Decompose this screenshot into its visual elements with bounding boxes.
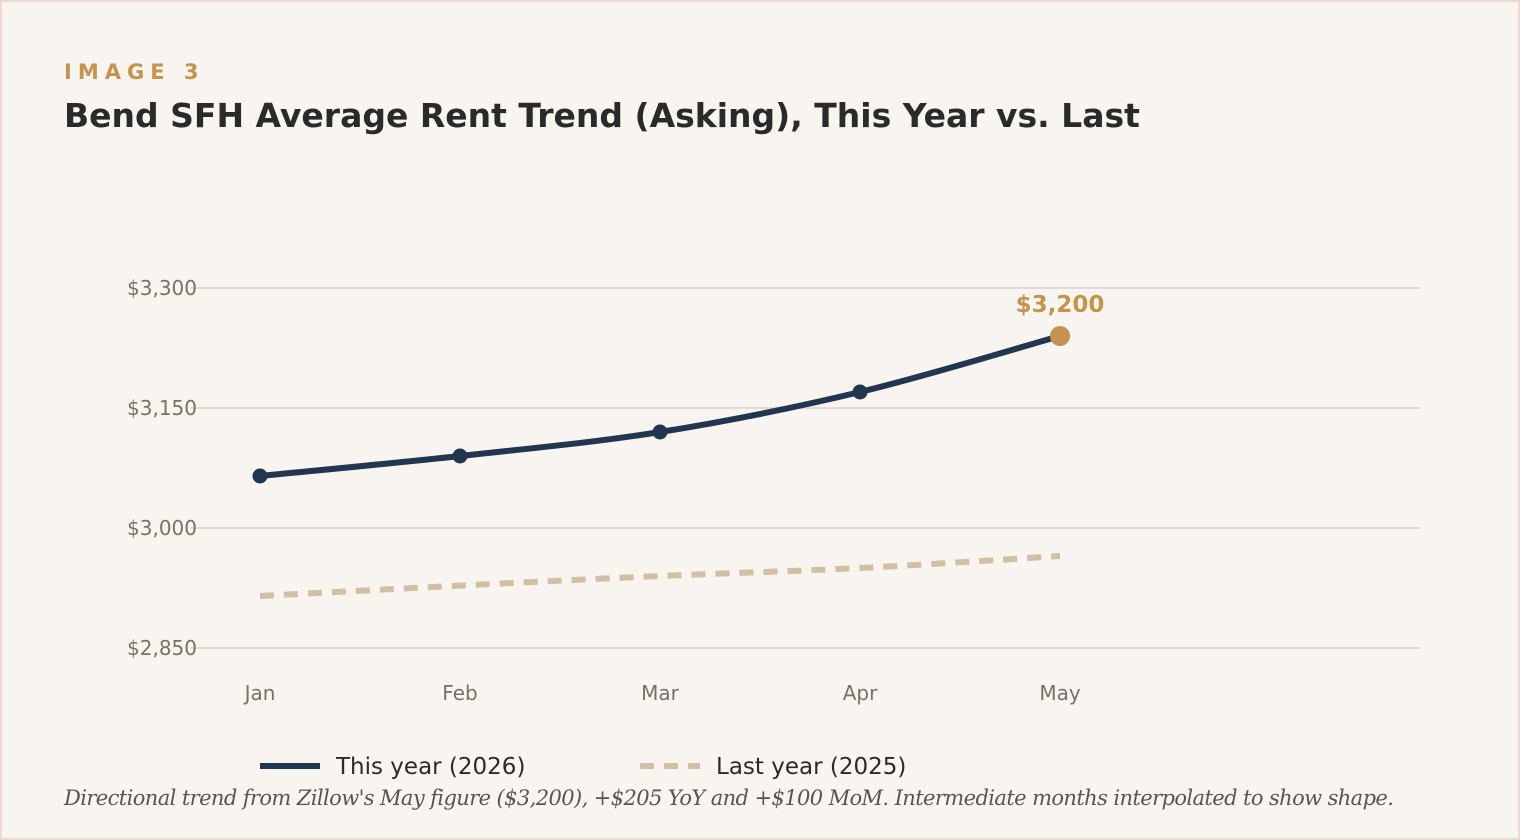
y-tick-label: $2,850 <box>127 636 197 660</box>
x-tick-label: Mar <box>641 681 680 705</box>
data-point <box>252 468 268 484</box>
data-point <box>452 448 468 464</box>
data-point <box>652 424 668 440</box>
y-tick-label: $3,000 <box>127 516 197 540</box>
legend-label-this-year: This year (2026) <box>335 754 525 780</box>
chart-title: Bend SFH Average Rent Trend (Asking), Th… <box>64 96 1140 135</box>
x-tick-label: Jan <box>243 681 276 705</box>
y-tick-label: $3,150 <box>127 396 197 420</box>
value-callout: $3,200 <box>1016 292 1105 318</box>
x-tick-label: May <box>1039 681 1081 705</box>
legend-label-last-year: Last year (2025) <box>716 754 906 780</box>
series-line-this-year <box>257 333 1063 479</box>
series-line-last-year <box>259 553 1061 599</box>
y-tick-label: $3,300 <box>127 276 197 300</box>
x-tick-label: Feb <box>442 681 477 705</box>
chart-footnote: Directional trend from Zillow's May figu… <box>64 786 1394 810</box>
highlight-point-may <box>1050 326 1070 346</box>
x-tick-label: Apr <box>843 681 878 705</box>
data-point <box>852 384 868 400</box>
figure-eyebrow: IMAGE 3 <box>64 60 205 84</box>
